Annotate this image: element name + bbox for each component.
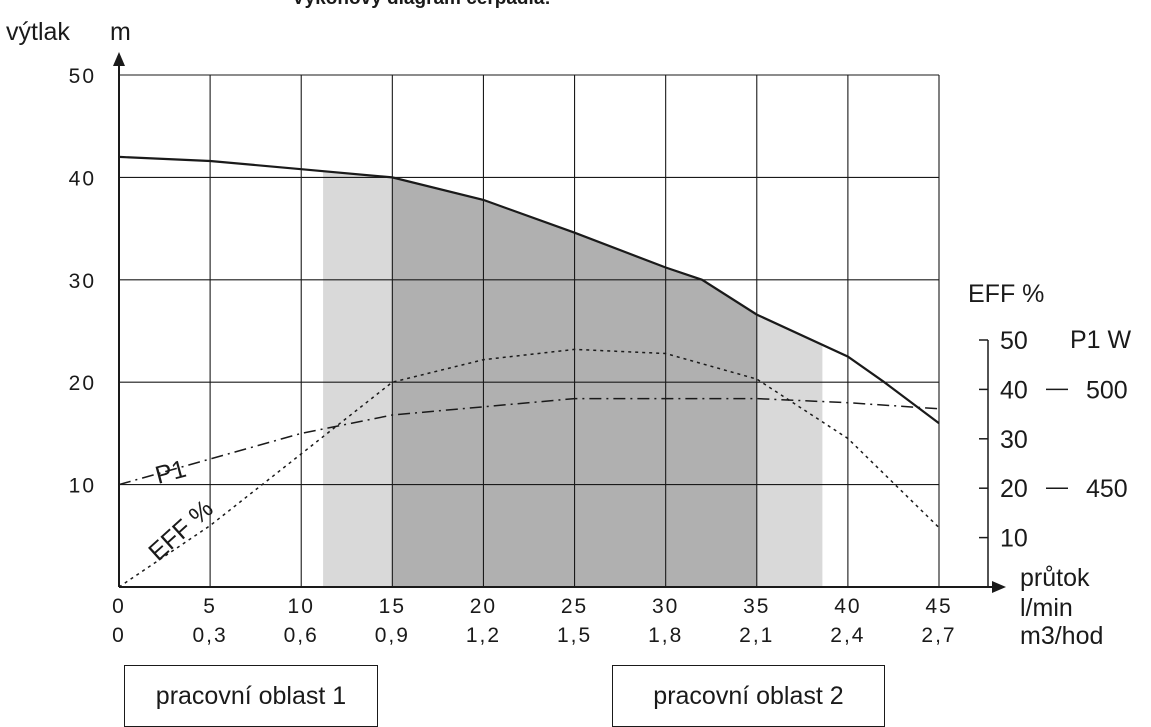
x-tick-label-m3h-2,4: 2,4 — [830, 624, 865, 647]
x-axis-label: průtok — [1020, 564, 1090, 592]
x-tick-label-m3h-2,7: 2,7 — [921, 624, 956, 647]
legend-working-area-2: pracovní oblast 2 — [612, 665, 885, 727]
x-tick-label-m3h-0: 0 — [112, 624, 126, 647]
legend-working-area-1-label: pracovní oblast 1 — [155, 681, 347, 710]
legend-working-area-1: pracovní oblast 1 — [124, 665, 378, 727]
eff-tick-label-50: 50 — [1000, 327, 1028, 355]
y-tick-label-40: 40 — [69, 167, 96, 190]
x-tick-label-lmin-25: 25 — [561, 595, 588, 618]
x-tick-label-m3h-0,6: 0,6 — [284, 624, 319, 647]
working-regions — [323, 171, 823, 587]
x-tick-label-lmin-10: 10 — [288, 595, 315, 618]
x-tick-label-m3h-0,3: 0,3 — [193, 624, 228, 647]
x-axis-arrow — [992, 581, 1006, 593]
series-line-3 — [118, 397, 940, 486]
p1-tick-label-500: 500 — [1086, 376, 1128, 404]
x-tick-label-lmin-30: 30 — [652, 595, 679, 618]
grid — [119, 74, 940, 587]
eff-tick-label-10: 10 — [1000, 525, 1028, 553]
y-axis-unit: m — [110, 18, 131, 46]
x-tick-label-lmin-20: 20 — [470, 595, 497, 618]
series-line-1 — [118, 155, 940, 425]
annotation-eff: EFF % — [143, 495, 219, 567]
p1-axis-label: P1 W — [1070, 326, 1132, 354]
x-tick-label-lmin-45: 45 — [925, 595, 952, 618]
x-axis-unit-lmin: l/min — [1020, 594, 1073, 622]
chart-title: Výkonový diagram čerpadla: — [292, 0, 551, 9]
x-tick-label-lmin-15: 15 — [379, 595, 406, 618]
x-tick-label-m3h-1,2: 1,2 — [466, 624, 501, 647]
eff-tick-label-40: 40 — [1000, 376, 1028, 404]
y-tick-label-50: 50 — [69, 65, 96, 88]
x-axis-unit-m3h: m3/hod — [1020, 622, 1103, 650]
p1-tick-label-450: 450 — [1086, 475, 1128, 503]
x-tick-label-lmin-0: 0 — [112, 595, 126, 618]
eff-tick-label-20: 20 — [1000, 475, 1028, 503]
eff-axis-label: EFF % — [968, 280, 1044, 308]
x-tick-label-m3h-1,8: 1,8 — [648, 624, 683, 647]
y-tick-label-30: 30 — [69, 270, 96, 293]
x-tick-label-m3h-0,9: 0,9 — [375, 624, 410, 647]
legend-working-area-2-label: pracovní oblast 2 — [653, 681, 844, 710]
y-tick-label-20: 20 — [69, 372, 96, 395]
x-tick-label-lmin-35: 35 — [743, 595, 770, 618]
x-tick-label-m3h-2,1: 2,1 — [739, 624, 774, 647]
y-axis-arrow — [113, 52, 125, 66]
y-axis-label: výtlak — [6, 18, 70, 46]
x-tick-label-lmin-5: 5 — [203, 595, 217, 618]
series — [118, 155, 940, 588]
eff-tick-label-30: 30 — [1000, 426, 1028, 454]
y-tick-label-10: 10 — [69, 475, 96, 498]
x-tick-label-lmin-40: 40 — [834, 595, 861, 618]
x-tick-label-m3h-1,5: 1,5 — [557, 624, 592, 647]
